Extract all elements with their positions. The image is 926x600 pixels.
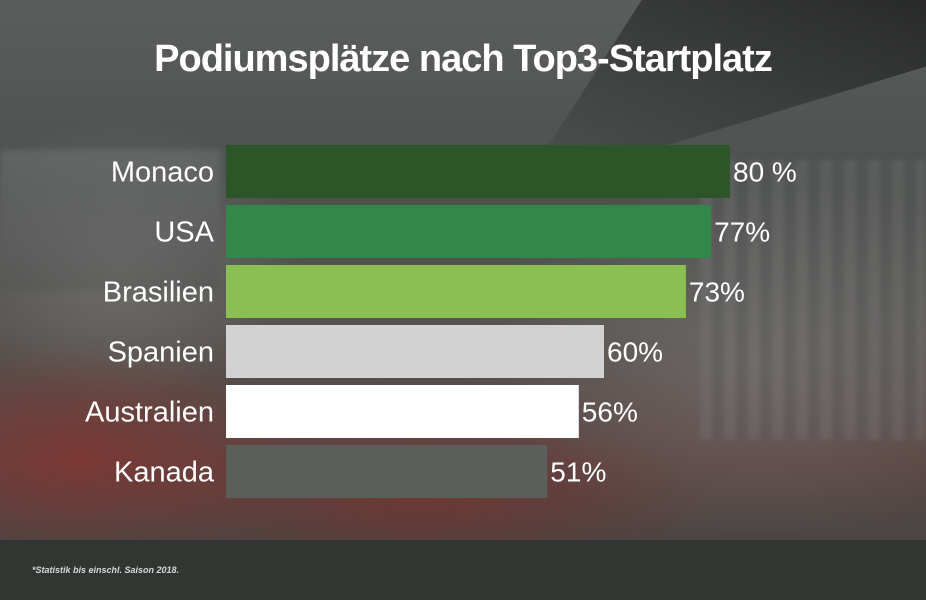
category-label: Spanien [108,337,214,369]
value-label: 73% [689,277,745,308]
value-label: 56% [582,397,638,428]
bar-kanada [226,445,548,498]
category-label: Kanada [114,457,215,489]
footer-bar: *Statistik bis einschl. Saison 2018. [0,540,926,600]
category-label: USA [154,217,214,249]
bar-usa [226,205,712,258]
chart-title: Podiumsplätze nach Top3-Startplatz [154,38,773,80]
bar-brasilien [226,265,686,318]
value-label: 80 % [733,157,797,188]
value-label: 77% [714,217,770,248]
bar-monaco [226,145,730,198]
bar-spanien [226,325,604,378]
category-label: Brasilien [103,277,214,309]
footnote: *Statistik bis einschl. Saison 2018. [32,565,180,575]
category-label: Australien [85,397,214,429]
category-label: Monaco [111,157,214,189]
background-grandstand [700,160,926,440]
background-building [0,150,220,290]
bar-chart: Monaco 80 % USA 77% Brasilien 73% Spanien 60% Au… [85,145,797,498]
bar-australien [226,385,579,438]
value-label: 60% [607,337,663,368]
value-label: 51% [550,457,606,488]
